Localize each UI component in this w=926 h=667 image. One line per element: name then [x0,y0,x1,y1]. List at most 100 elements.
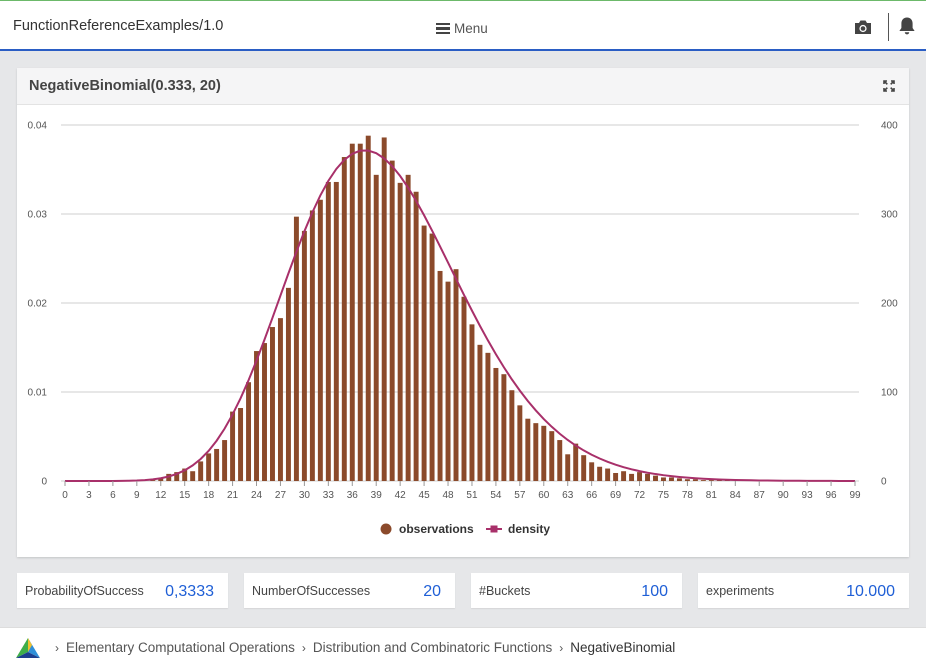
bar [509,390,515,481]
x-axis-tick-label: 51 [466,490,478,501]
hamburger-icon [436,23,450,34]
bar [621,471,627,481]
bar [493,367,499,481]
bar [517,405,523,481]
x-axis-tick-label: 6 [110,490,116,501]
x-axis-tick-label: 45 [419,490,431,501]
app-title[interactable]: FunctionReferenceExamples/1.0 [13,18,224,34]
bar [285,287,291,481]
param-value[interactable]: 100 [641,583,668,600]
bar [365,135,371,481]
bar [645,473,650,481]
x-axis-tick-label: 9 [134,490,140,501]
right-axis: 0 100 200 300 400 [881,121,898,488]
bar [445,281,451,481]
bell-icon[interactable] [898,16,916,36]
breadcrumb-item[interactable]: Distribution and Combinatoric Functions [312,640,553,655]
breadcrumb-item[interactable]: Elementary Computational Operations [66,640,295,655]
bar [700,480,706,481]
app-logo-icon[interactable] [15,637,41,659]
param-experiments[interactable]: experiments 10.000 [698,573,909,608]
card-title: NegativeBinomial(0.333, 20) [29,78,221,94]
x-axis-tick-label: 21 [227,490,239,501]
bar [158,478,164,481]
param-buckets[interactable]: #Buckets 100 [471,573,682,608]
bar [661,477,666,481]
x-axis-tick-label: 3 [86,490,92,501]
x-axis-tick-label: 57 [514,490,526,501]
param-value[interactable]: 10.000 [846,583,895,600]
x-axis-tick-label: 0 [62,490,68,501]
x-axis-tick-label: 63 [562,490,574,501]
x-axis-tick-label: 27 [275,490,287,501]
bar [389,160,395,481]
observations-series [150,135,730,482]
x-axis-tick-label: 42 [395,490,407,501]
bar [541,425,547,481]
bar [333,181,339,481]
chart-legend: observations density [380,522,550,536]
param-value[interactable]: 0,3333 [165,583,214,600]
bar [341,157,347,481]
expand-icon[interactable] [883,80,895,92]
x-axis: 0 3 6 9 12 15 18 21 24 27 30 33 36 39 42 45 48 51 54 57 60 63… [62,481,861,501]
x-axis-tick-label: 69 [610,490,622,501]
param-label: #Buckets [479,584,531,598]
x-axis-tick-label: 15 [179,490,191,501]
x-axis-tick-label: 39 [371,490,383,501]
legend-density-label: density [508,522,550,536]
bar [653,475,658,481]
bar [254,351,259,481]
right-axis-tick-label: 300 [881,210,898,221]
x-axis-tick-label: 33 [323,490,335,501]
bar [381,137,387,481]
param-label: NumberOfSuccesses [252,584,371,598]
density-line [65,149,856,482]
x-axis-tick-label: 18 [203,490,215,501]
header-divider [888,13,889,41]
camera-icon[interactable] [854,19,872,35]
left-axis-tick-label: 0.01 [28,388,48,399]
param-value[interactable]: 20 [423,583,441,600]
chevron-right-icon: › [559,640,564,655]
bar [637,472,643,481]
bar [589,462,595,481]
param-probability-of-success[interactable]: ProbabilityOfSuccess 0,3333 [17,573,228,608]
x-axis-tick-label: 96 [825,490,837,501]
bar [293,216,299,482]
bar [429,233,435,481]
bar [317,199,323,481]
bar [557,440,563,481]
bar [581,455,587,481]
left-axis-tick-label: 0.03 [28,210,48,221]
param-number-of-successes[interactable]: NumberOfSuccesses 20 [244,573,455,608]
bar [485,352,491,481]
left-axis-tick-label: 0.02 [28,299,48,310]
bar [597,466,603,481]
x-axis-tick-label: 81 [706,490,718,501]
bar [206,453,212,481]
breadcrumb-current: NegativeBinomial [570,640,676,655]
x-axis-tick-label: 48 [442,490,454,501]
bar [182,468,188,481]
bar [421,225,427,481]
menu-button[interactable]: Menu [436,21,488,36]
breadcrumb: › Elementary Computational Operations › … [48,640,675,655]
bar [533,423,539,481]
legend-observations-marker [380,523,392,535]
param-label: experiments [706,584,775,598]
chart-card: NegativeBinomial(0.333, 20) 0 0.01 0.02 0.0… [17,68,909,557]
x-axis-tick-label: 75 [658,490,670,501]
legend-observations-label: observations [399,522,474,536]
bar [150,480,156,481]
bar [525,418,531,481]
x-axis-tick-label: 93 [802,490,814,501]
bar [413,191,419,481]
bar [477,344,483,481]
x-axis-tick-label: 66 [586,490,598,501]
x-axis-tick-label: 30 [299,490,311,501]
left-axis-tick-label: 0.04 [28,121,48,132]
bar [198,461,204,481]
bar [309,210,315,481]
